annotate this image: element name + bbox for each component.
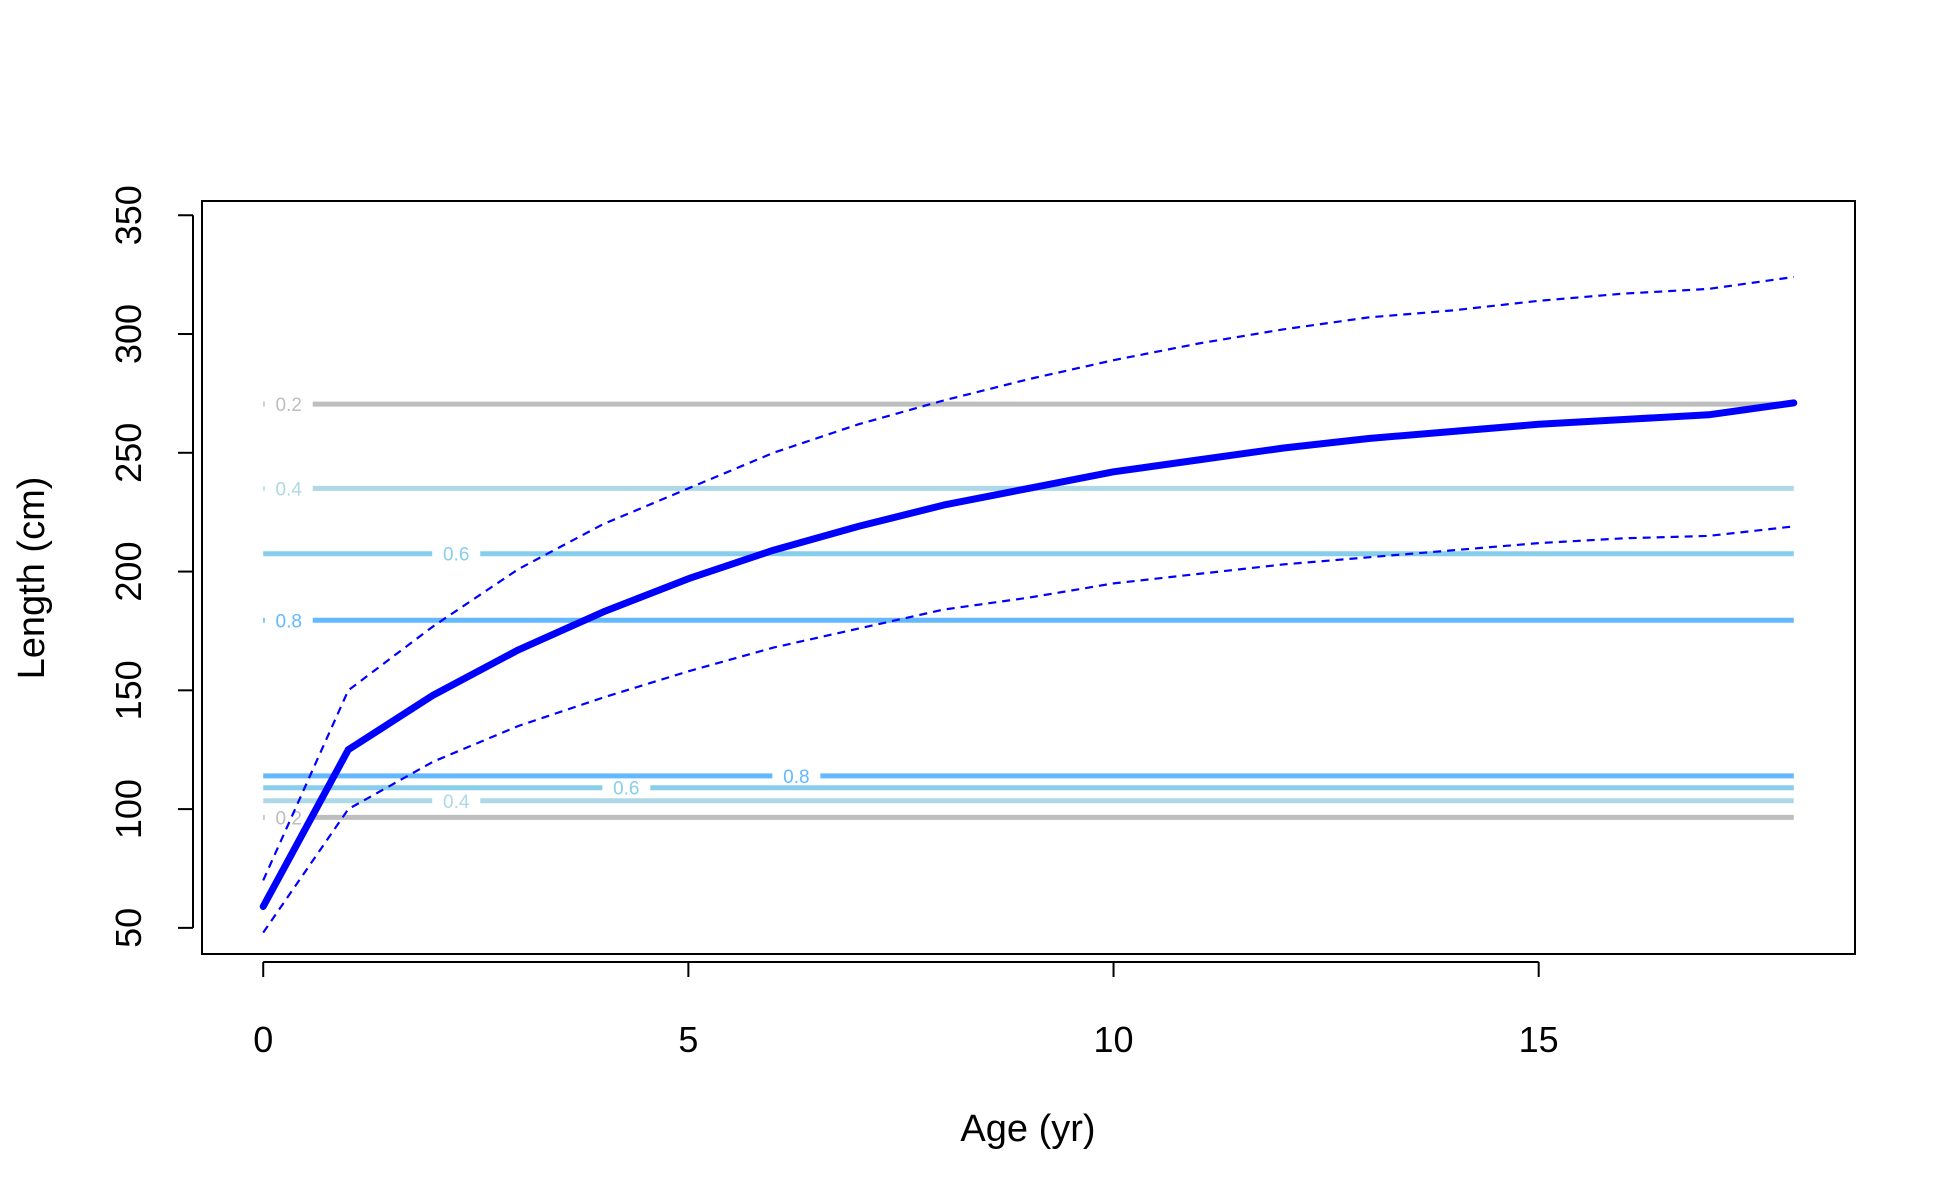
y-axis: 50 100 150 200 250 300 350 — [108, 185, 194, 948]
y-tick-label: 50 — [108, 908, 149, 948]
x-tick-label: 0 — [253, 1019, 273, 1060]
contour-label-1: 0.4 — [276, 479, 303, 500]
mean-point — [940, 502, 947, 508]
mean-point — [345, 747, 351, 753]
y-tick-label: 150 — [108, 660, 149, 720]
mean-point — [1195, 457, 1202, 463]
mean-point — [1536, 421, 1542, 427]
series-line-lower — [262, 525, 1794, 934]
contour-label-5: 0.6 — [613, 779, 639, 800]
x-tick-label: 5 — [678, 1019, 698, 1060]
mean-point — [430, 692, 436, 698]
plot-frame — [201, 200, 1856, 955]
x-tick-label: 10 — [1094, 1019, 1134, 1060]
mean-point — [600, 609, 606, 615]
contour-label-0: 0.2 — [276, 395, 302, 416]
mean-point — [1110, 469, 1117, 475]
mean-point — [1621, 416, 1627, 423]
x-axis: 0 5 10 15 — [253, 961, 1559, 1060]
mean-point — [260, 903, 266, 910]
mean-point — [855, 523, 862, 530]
y-tick-label: 100 — [108, 779, 149, 839]
mean-point — [1451, 428, 1457, 435]
y-tick-label: 250 — [108, 423, 149, 483]
y-tick-label: 200 — [108, 542, 149, 602]
mean-point — [1025, 485, 1032, 492]
contour-lines: 0.2 0.4 0.6 0.8 0.8 0.6 0.4 0.2 — [263, 395, 1794, 829]
x-axis-label: Age (yr) — [960, 1108, 1095, 1150]
contour-label-6: 0.4 — [443, 792, 470, 813]
y-tick-label: 350 — [108, 185, 149, 245]
mean-point — [515, 647, 521, 653]
mean-point — [1366, 435, 1372, 442]
y-axis-label: Length (cm) — [11, 477, 53, 680]
contour-label-7: 0.2 — [276, 808, 302, 829]
mean-point — [1791, 400, 1797, 406]
x-tick-label: 15 — [1519, 1019, 1559, 1060]
mean-point — [685, 576, 691, 582]
y-tick-label: 300 — [108, 304, 149, 364]
mean-point — [770, 547, 777, 553]
data-series — [259, 275, 1798, 934]
contour-label-2: 0.6 — [443, 545, 469, 566]
mean-point — [1280, 445, 1287, 451]
mean-point — [1706, 412, 1712, 418]
contour-label-3: 0.8 — [276, 611, 302, 632]
contour-label-4: 0.8 — [783, 767, 809, 788]
